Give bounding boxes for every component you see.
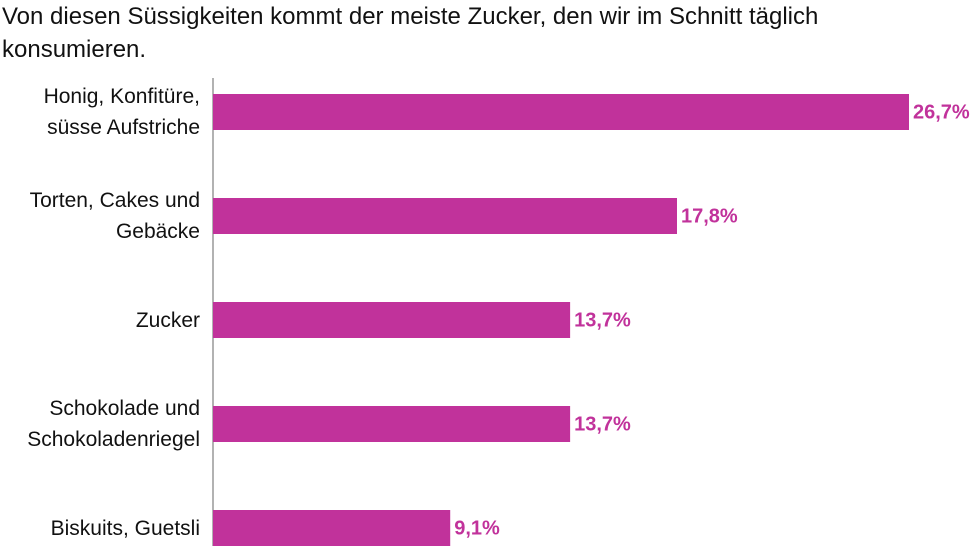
- value-label: 9,1%: [454, 517, 500, 539]
- value-label: 17,8%: [681, 205, 738, 227]
- chart-title: Von diesen Süssigkeiten kommt der meiste…: [2, 3, 819, 63]
- category-label: Honig, Konfitüre, süsse Aufstriche: [43, 85, 200, 139]
- category-label: Schokolade und Schokoladenriegel: [27, 397, 200, 451]
- value-label: 13,7%: [574, 413, 631, 435]
- bar: [213, 198, 677, 234]
- bar: [213, 406, 571, 442]
- category-label: Biskuits, Guetsli: [50, 516, 200, 540]
- bar: [213, 302, 571, 338]
- value-label: 13,7%: [574, 309, 631, 331]
- category-label: Torten, Cakes und Gebäcke: [29, 189, 200, 243]
- category-label: Zucker: [135, 308, 200, 332]
- bar: [213, 94, 909, 130]
- value-label: 26,7%: [913, 101, 970, 123]
- bar: [213, 510, 451, 546]
